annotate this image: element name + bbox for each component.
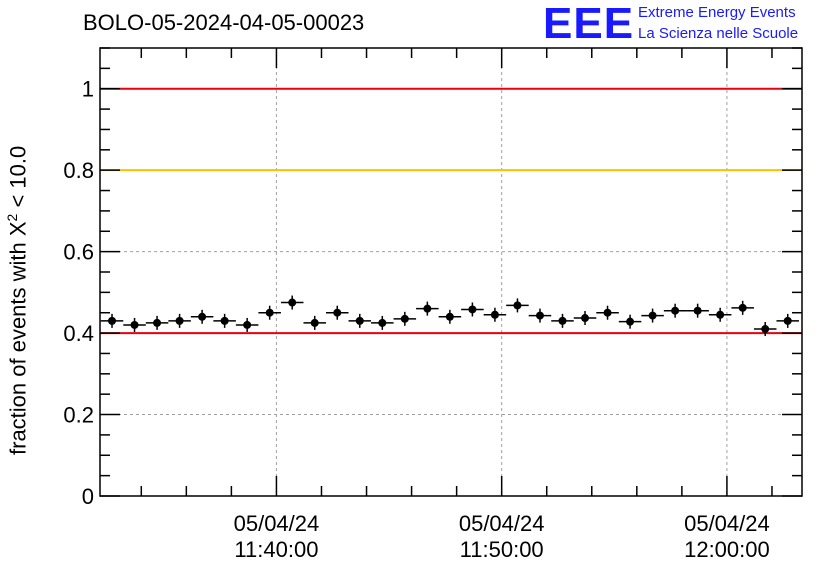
- y-tick-label-2: 0.4: [63, 321, 94, 346]
- data-point-30: [783, 316, 792, 325]
- x-tick-label-date-0: 05/04/24: [234, 511, 320, 536]
- logo-text-line1: Extreme Energy Events: [638, 4, 796, 21]
- data-point-14: [423, 304, 432, 313]
- y-tick-label-5: 1: [82, 77, 94, 102]
- x-tick-label-date-2: 05/04/24: [684, 511, 770, 536]
- data-point-27: [716, 310, 725, 319]
- data-point-3: [175, 316, 184, 325]
- data-point-11: [355, 316, 364, 325]
- logo-text-line2: La Scienza nelle Scuole: [638, 25, 799, 42]
- data-point-25: [671, 306, 680, 315]
- data-point-9: [310, 318, 319, 327]
- y-axis-label-main: fraction of events with X: [5, 221, 31, 455]
- data-point-22: [603, 308, 612, 317]
- x-tick-label-time-0: 11:40:00: [234, 537, 318, 562]
- data-point-0: [108, 316, 117, 325]
- data-point-29: [761, 325, 770, 334]
- y-tick-label-3: 0.6: [63, 240, 94, 265]
- data-point-20: [558, 316, 567, 325]
- chart-title: BOLO-05-2024-04-05-00023: [83, 10, 365, 35]
- data-point-17: [490, 310, 499, 319]
- data-point-12: [378, 318, 387, 327]
- data-point-18: [513, 301, 522, 310]
- y-tick-label-1: 0.2: [63, 403, 94, 428]
- y-axis-label: fraction of events with X2 < 10.0: [4, 146, 31, 455]
- data-point-26: [693, 306, 702, 315]
- data-point-23: [626, 317, 635, 326]
- x-tick-label-time-1: 11:50:00: [460, 537, 544, 562]
- data-point-1: [130, 320, 139, 329]
- data-point-16: [468, 305, 477, 314]
- y-axis-label-superscript: 2: [4, 213, 20, 222]
- data-point-15: [445, 312, 454, 321]
- data-point-21: [581, 314, 590, 323]
- data-point-4: [198, 312, 207, 321]
- y-axis-label-tail: < 10.0: [5, 145, 31, 214]
- x-tick-label-date-1: 05/04/24: [459, 511, 545, 536]
- data-point-2: [153, 318, 162, 327]
- data-point-6: [243, 320, 252, 329]
- data-point-28: [738, 303, 747, 312]
- data-point-5: [220, 316, 229, 325]
- data-point-13: [400, 314, 409, 323]
- data-point-8: [288, 298, 297, 307]
- plot-frame: [99, 47, 803, 497]
- data-point-19: [535, 311, 544, 320]
- data-point-10: [333, 308, 342, 317]
- data-point-7: [265, 308, 274, 317]
- eee-logo: EEE: [543, 0, 635, 48]
- y-tick-label-0: 0: [82, 484, 94, 509]
- data-point-24: [648, 311, 657, 320]
- x-tick-label-time-2: 12:00:00: [684, 537, 770, 562]
- y-tick-label-4: 0.8: [63, 158, 94, 183]
